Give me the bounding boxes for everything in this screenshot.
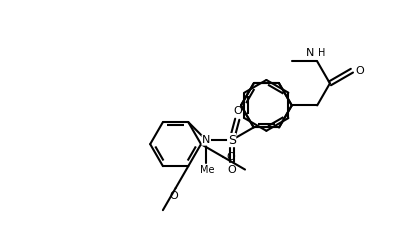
Text: O: O [226, 152, 235, 162]
Text: N: N [306, 49, 314, 59]
Text: O: O [227, 165, 236, 175]
Text: N: N [202, 135, 210, 145]
Text: Me: Me [200, 165, 214, 175]
Text: S: S [228, 134, 236, 147]
Text: O: O [169, 191, 178, 201]
Text: O: O [356, 66, 364, 76]
Text: H: H [318, 49, 325, 59]
Text: O: O [233, 106, 242, 116]
